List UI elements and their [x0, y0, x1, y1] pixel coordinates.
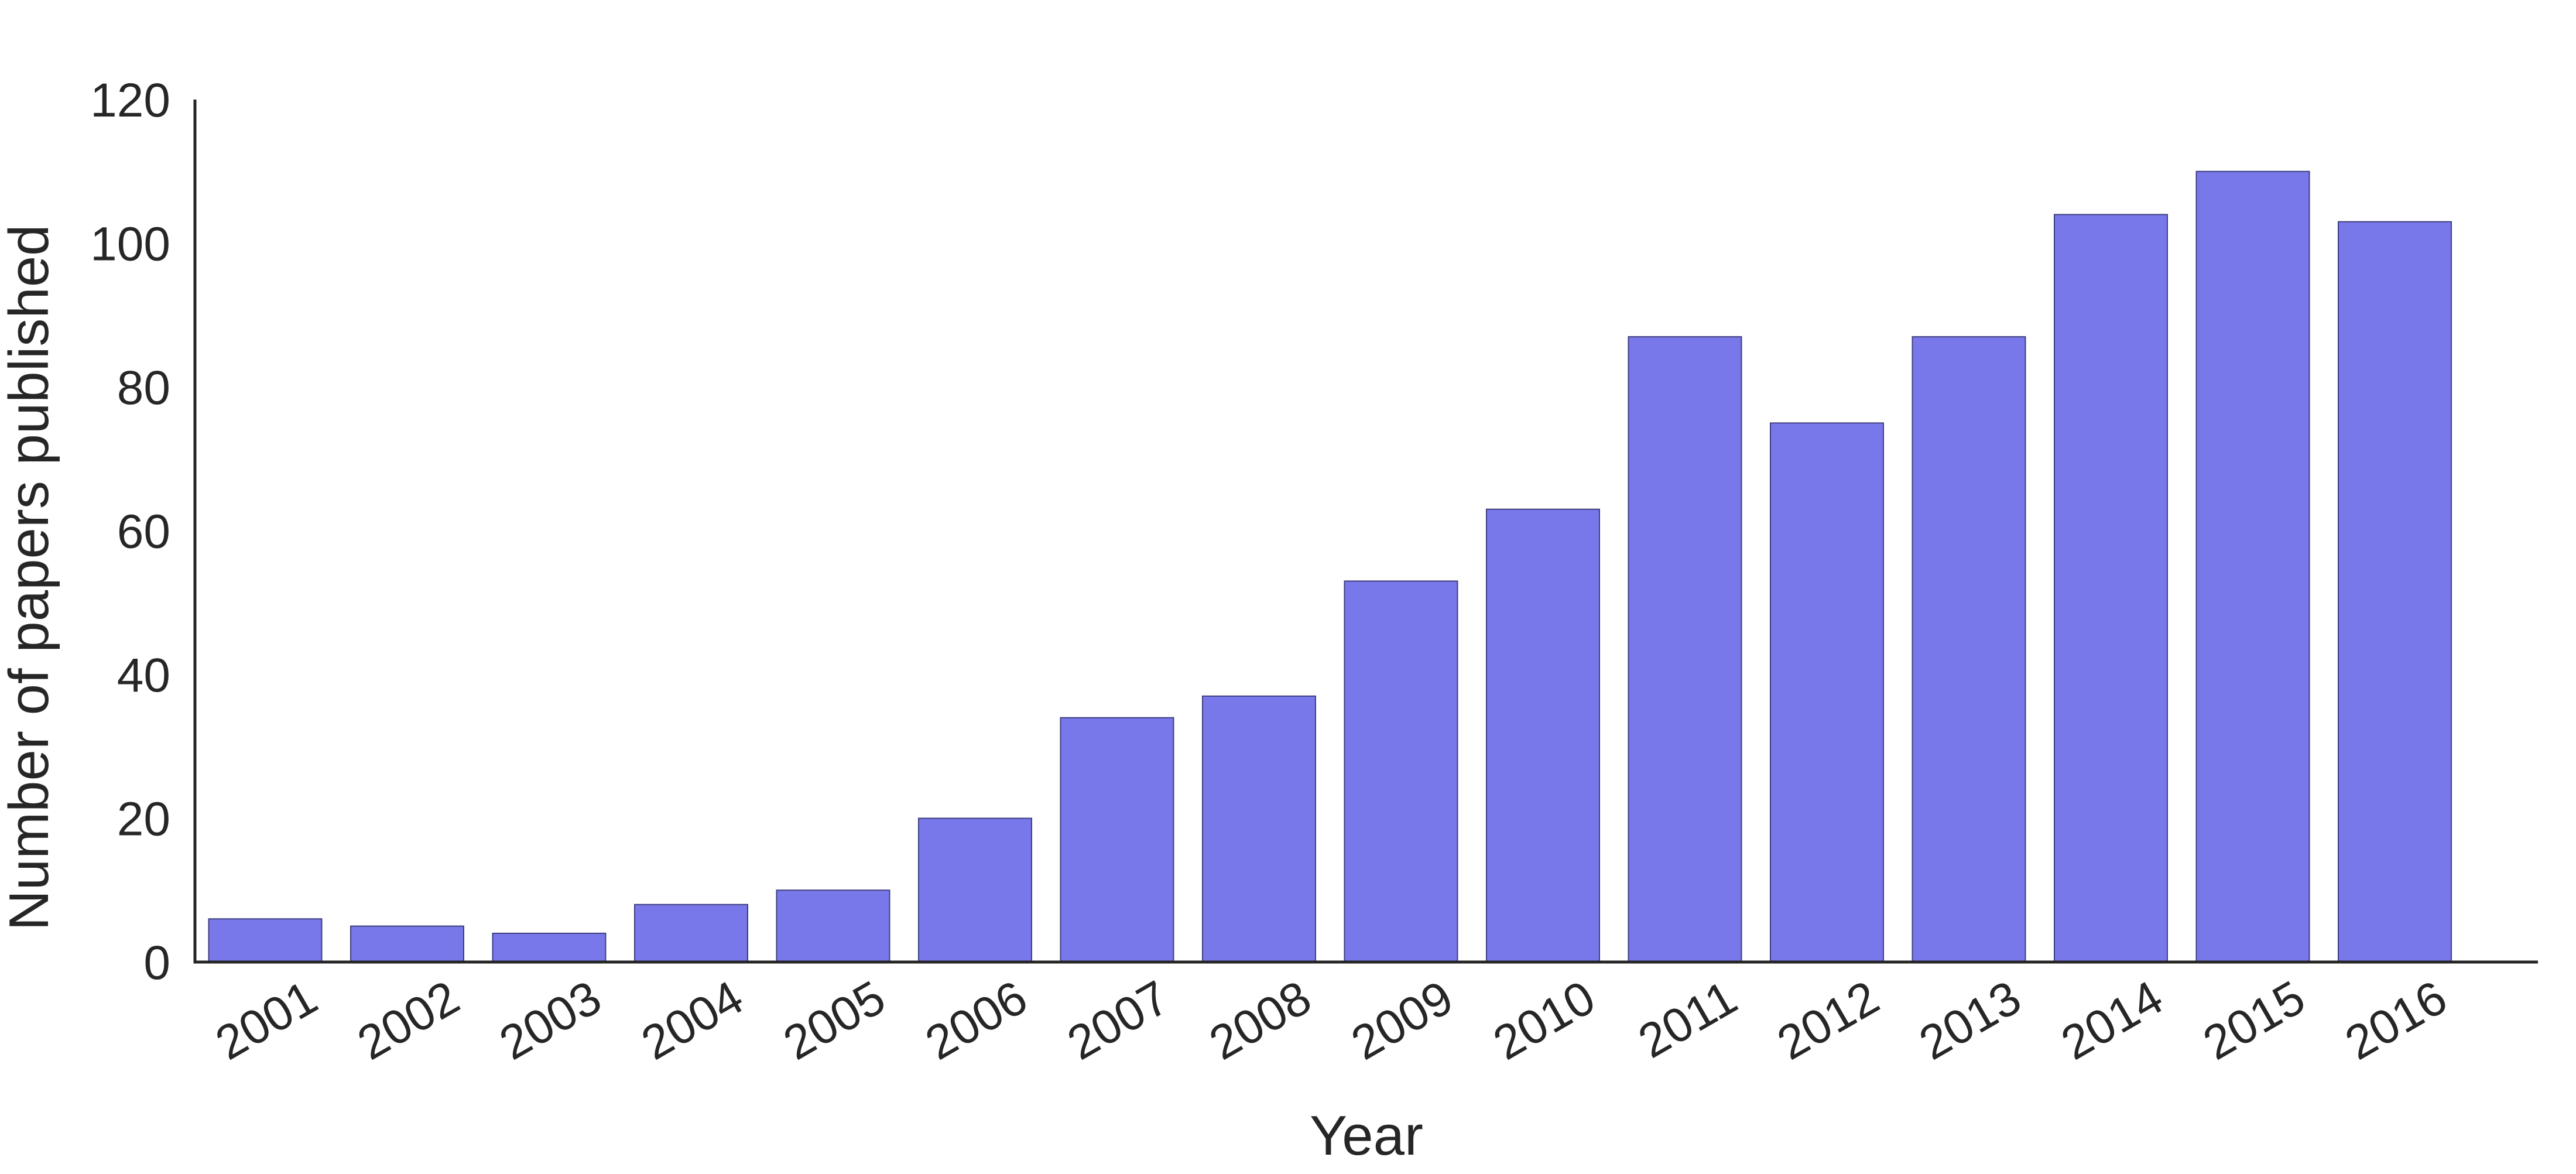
- y-tick-labels: 0 20 40 60 80 100 120: [90, 74, 170, 990]
- bar-2004: [634, 903, 748, 963]
- x-tick-label: 2012: [1769, 971, 1888, 1070]
- x-tick-label: 2016: [2337, 971, 2455, 1070]
- bar-2007: [1060, 717, 1174, 963]
- bar-2010: [1486, 508, 1600, 963]
- x-tick-label: 2003: [491, 971, 610, 1070]
- x-tick-label: 2015: [2195, 971, 2314, 1070]
- x-tick-labels: 2001 2002 2003 2004 2005 2006 2007 2008 2009 2010…: [207, 971, 2456, 1070]
- bar-2002: [350, 925, 464, 963]
- x-tick-label: 2002: [349, 971, 468, 1070]
- x-tick-label: 2009: [1343, 971, 1462, 1070]
- x-axis-title: Year: [1310, 1104, 1423, 1167]
- bar-2011: [1628, 336, 1742, 963]
- y-axis-title: Number of papers published: [0, 224, 60, 930]
- y-tick-label: 80: [117, 361, 170, 415]
- y-tick-label: 120: [90, 74, 170, 127]
- y-tick-label: 40: [117, 649, 170, 702]
- y-tick-label: 20: [117, 793, 170, 846]
- x-tick-label: 2007: [1059, 971, 1178, 1070]
- bar-2003: [492, 932, 607, 963]
- bar-2016: [2338, 221, 2452, 963]
- y-tick-label: 60: [117, 505, 170, 559]
- bar-2012: [1770, 422, 1884, 963]
- bar-2014: [2054, 214, 2168, 963]
- x-tick-label: 2005: [775, 971, 894, 1070]
- x-tick-label: 2006: [917, 971, 1036, 1070]
- axis-lines: [193, 100, 2538, 964]
- bar-2001: [208, 918, 323, 963]
- x-tick-label: 2008: [1201, 971, 1320, 1070]
- bar-2013: [1912, 336, 2026, 963]
- bar-2009: [1344, 580, 1458, 963]
- x-tick-label: 2004: [633, 971, 752, 1070]
- x-tick-label: 2001: [207, 971, 326, 1070]
- x-tick-label: 2013: [1911, 971, 2030, 1070]
- x-tick-label: 2014: [2053, 971, 2171, 1070]
- bar-2008: [1202, 695, 1316, 963]
- bar-2015: [2195, 170, 2310, 963]
- y-tick-label: 100: [90, 218, 170, 271]
- y-tick-label: 0: [143, 936, 170, 990]
- bars-layer: [208, 170, 2452, 963]
- bar-2005: [776, 889, 890, 963]
- x-tick-label: 2011: [1630, 971, 1746, 1069]
- x-tick-label: 2010: [1485, 971, 1604, 1070]
- bar-2006: [918, 817, 1032, 963]
